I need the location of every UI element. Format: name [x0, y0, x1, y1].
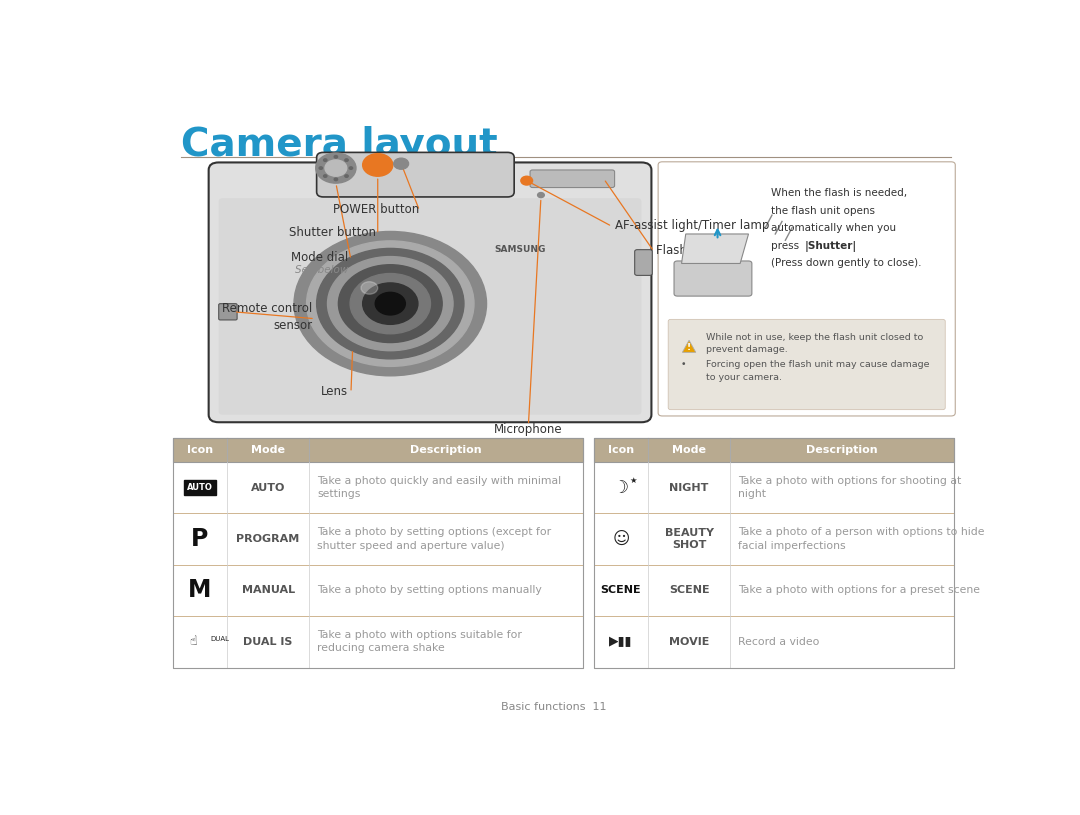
Polygon shape [681, 234, 748, 263]
Circle shape [538, 192, 544, 197]
Text: NIGHT: NIGHT [670, 482, 708, 492]
Circle shape [361, 282, 378, 294]
Text: M: M [188, 579, 212, 602]
Text: Take a photo of a person with options to hide
facial imperfections: Take a photo of a person with options to… [739, 527, 985, 551]
Text: BEAUTY
SHOT: BEAUTY SHOT [664, 528, 714, 550]
Circle shape [320, 167, 323, 170]
Text: Mode dial: Mode dial [292, 251, 349, 264]
Circle shape [338, 265, 442, 342]
Text: POWER button: POWER button [334, 203, 420, 216]
FancyBboxPatch shape [184, 480, 216, 495]
FancyBboxPatch shape [218, 198, 642, 415]
Text: ★: ★ [630, 475, 637, 484]
Circle shape [393, 158, 408, 170]
Circle shape [334, 156, 338, 158]
Text: Take a photo with options suitable for
reducing camera shake: Take a photo with options suitable for r… [318, 630, 523, 654]
Circle shape [345, 175, 348, 178]
Text: Forcing open the flash unit may cause damage: Forcing open the flash unit may cause da… [706, 360, 929, 369]
FancyBboxPatch shape [674, 261, 752, 296]
Circle shape [350, 274, 431, 334]
FancyBboxPatch shape [669, 319, 945, 410]
Circle shape [324, 175, 327, 178]
Text: AF-assist light/Timer lamp: AF-assist light/Timer lamp [615, 218, 769, 231]
Text: Take a photo with options for shooting at
night: Take a photo with options for shooting a… [739, 476, 961, 499]
Text: P: P [191, 527, 208, 551]
Circle shape [324, 159, 327, 161]
FancyBboxPatch shape [594, 438, 954, 462]
Text: !: ! [687, 343, 691, 352]
Text: Camera layout: Camera layout [181, 126, 498, 164]
Text: Take a photo quickly and easily with minimal
settings: Take a photo quickly and easily with min… [318, 476, 562, 499]
Text: SCENE: SCENE [669, 585, 710, 596]
Text: ▶▮▮: ▶▮▮ [609, 636, 633, 649]
Text: ☝: ☝ [189, 636, 197, 649]
Text: Mode: Mode [672, 445, 706, 455]
Text: When the flash is needed,: When the flash is needed, [771, 188, 907, 198]
FancyBboxPatch shape [173, 438, 583, 462]
Polygon shape [683, 341, 696, 352]
Text: PROGRAM: PROGRAM [237, 534, 300, 544]
FancyBboxPatch shape [316, 152, 514, 197]
Circle shape [375, 293, 405, 315]
Circle shape [349, 167, 352, 170]
Text: Take a photo by setting options manually: Take a photo by setting options manually [318, 585, 542, 596]
Text: AUTO: AUTO [187, 483, 213, 492]
FancyBboxPatch shape [208, 162, 651, 422]
Text: Description: Description [410, 445, 482, 455]
Text: Microphone: Microphone [494, 423, 563, 436]
Circle shape [294, 231, 486, 376]
Text: SAMSUNG: SAMSUNG [495, 245, 545, 254]
Text: prevent damage.: prevent damage. [706, 345, 787, 354]
Text: AUTO: AUTO [251, 482, 285, 492]
Circle shape [334, 178, 338, 181]
Text: to your camera.: to your camera. [706, 372, 782, 381]
Text: Lens: Lens [322, 385, 349, 398]
Text: Shutter button: Shutter button [289, 227, 376, 240]
Circle shape [325, 160, 347, 176]
FancyBboxPatch shape [658, 162, 956, 416]
Text: Description: Description [806, 445, 878, 455]
Text: Flash unit: Flash unit [657, 244, 714, 257]
Text: SCENE: SCENE [600, 585, 642, 596]
Text: See below: See below [295, 265, 349, 275]
FancyBboxPatch shape [635, 249, 652, 275]
Text: •: • [680, 360, 686, 369]
Circle shape [345, 159, 348, 161]
Circle shape [363, 283, 418, 324]
Text: (Press down gently to close).: (Press down gently to close). [771, 258, 921, 268]
FancyBboxPatch shape [218, 304, 238, 320]
Text: Mode: Mode [251, 445, 285, 455]
Circle shape [521, 176, 532, 185]
Text: automatically when you: automatically when you [771, 223, 896, 233]
Text: press: press [771, 241, 802, 251]
Text: Record a video: Record a video [739, 637, 820, 647]
Text: ☽: ☽ [612, 478, 629, 496]
Circle shape [327, 257, 454, 350]
FancyBboxPatch shape [530, 170, 615, 187]
Circle shape [363, 154, 393, 176]
Text: the flash unit opens: the flash unit opens [771, 205, 875, 216]
Text: Icon: Icon [187, 445, 213, 455]
Text: MOVIE: MOVIE [669, 637, 710, 647]
Text: ☺: ☺ [612, 530, 630, 548]
Circle shape [307, 241, 474, 367]
Text: Icon: Icon [608, 445, 634, 455]
Text: Remote control
sensor: Remote control sensor [222, 302, 312, 333]
Text: Take a photo with options for a preset scene: Take a photo with options for a preset s… [739, 585, 981, 596]
Circle shape [316, 249, 464, 359]
Text: DUAL: DUAL [210, 636, 229, 641]
Text: DUAL IS: DUAL IS [243, 637, 293, 647]
Text: Take a photo by setting options (except for
shutter speed and aperture value): Take a photo by setting options (except … [318, 527, 552, 551]
Text: While not in use, keep the flash unit closed to: While not in use, keep the flash unit cl… [706, 333, 923, 341]
Text: MANUAL: MANUAL [242, 585, 295, 596]
Text: Basic functions  11: Basic functions 11 [501, 702, 606, 711]
Text: |Shutter|: |Shutter| [805, 241, 856, 252]
Circle shape [315, 153, 356, 183]
